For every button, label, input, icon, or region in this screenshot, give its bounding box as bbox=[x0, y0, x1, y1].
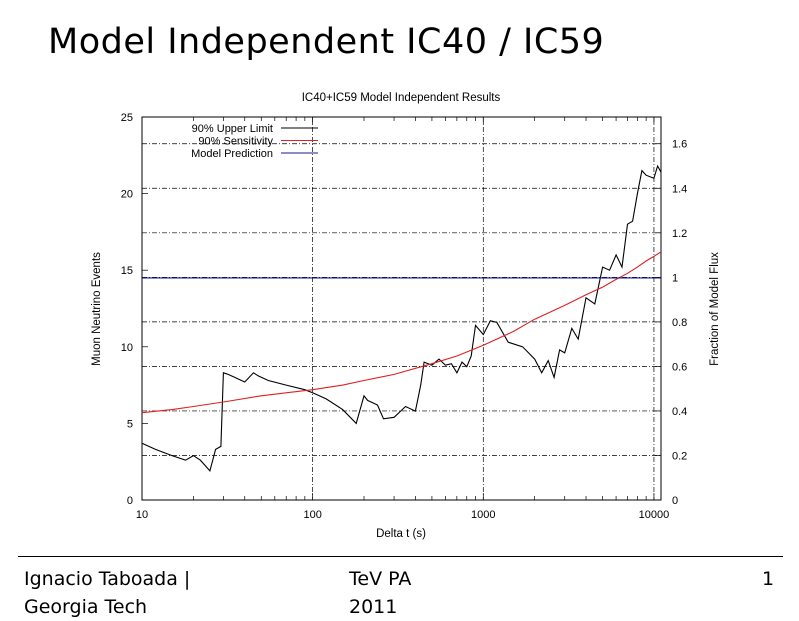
plot-frame bbox=[141, 116, 662, 501]
y2-axis-label: Fraction of Model Flux bbox=[709, 252, 721, 366]
footer-author-name: Ignacio Taboada | bbox=[24, 568, 191, 590]
y2-tick-label: 0 bbox=[672, 495, 678, 507]
y-tick-label: 5 bbox=[127, 418, 133, 430]
page-number: 1 bbox=[762, 568, 775, 590]
y-tick-label: 20 bbox=[121, 189, 133, 201]
footer-author: Ignacio Taboada | Georgia Tech bbox=[24, 565, 190, 621]
slide-title: Model Independent IC40 / IC59 bbox=[48, 22, 605, 62]
series-layer bbox=[141, 164, 662, 473]
y2-tick-label: 1.6 bbox=[672, 139, 687, 151]
x-tick-label: 10000 bbox=[639, 509, 670, 521]
y2-tick-label: 0.4 bbox=[672, 406, 687, 418]
x-tick-label: 100 bbox=[303, 509, 321, 521]
x-tick-label: 10 bbox=[136, 509, 148, 521]
chart-title: IC40+IC59 Model Independent Results bbox=[302, 92, 501, 104]
y2-tick-label: 1.2 bbox=[672, 228, 687, 240]
legend-sensitivity-label: 90% Sensitivity bbox=[198, 136, 273, 148]
footer-conference-year: 2011 bbox=[349, 596, 398, 618]
upper-limit-line bbox=[141, 164, 662, 473]
y2-tick-label: 0.8 bbox=[672, 317, 687, 329]
footer-author-affiliation: Georgia Tech bbox=[24, 596, 148, 618]
legend-upper-limit-label: 90% Upper Limit bbox=[192, 123, 273, 135]
x-tick-label: 1000 bbox=[471, 509, 495, 521]
y-tick-label: 15 bbox=[121, 265, 133, 277]
x-axis-label: Delta t (s) bbox=[376, 528, 426, 540]
y2-tick-label: 1.4 bbox=[672, 183, 687, 195]
ticks: 10 100 1000 10000051015202500.20.40.60.811.… bbox=[121, 112, 688, 521]
footer-divider bbox=[18, 556, 783, 557]
footer-conference-name: TeV PA bbox=[349, 568, 412, 590]
chart: IC40+IC59 Model Independent Results 10 10… bbox=[91, 92, 721, 540]
footer-conference: TeV PA 2011 bbox=[349, 565, 411, 621]
legend-model-prediction-label: Model Prediction bbox=[191, 148, 273, 160]
y-tick-label: 10 bbox=[121, 342, 133, 354]
y2-tick-label: 0.6 bbox=[672, 361, 687, 373]
y-axis-label: Muon Neutrino Events bbox=[91, 252, 103, 366]
y2-tick-label: 1 bbox=[672, 272, 678, 284]
grid bbox=[142, 117, 661, 500]
y-tick-label: 0 bbox=[127, 495, 133, 507]
y-tick-label: 25 bbox=[121, 112, 133, 124]
y2-tick-label: 0.2 bbox=[672, 450, 687, 462]
sensitivity-line bbox=[141, 251, 662, 414]
